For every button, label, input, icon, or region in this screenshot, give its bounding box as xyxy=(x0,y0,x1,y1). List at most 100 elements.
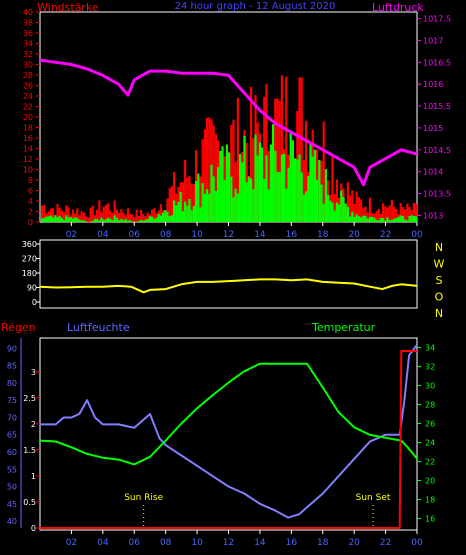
wind-mean-bar xyxy=(364,215,367,222)
wind-x-tick-label: 02 xyxy=(66,230,77,240)
wind-gust-bar xyxy=(393,206,396,222)
wind-gust-bar xyxy=(91,205,94,222)
wind-mean-bar xyxy=(329,200,332,222)
wind-gust-bar xyxy=(144,216,147,222)
wind-mean-bar xyxy=(283,153,286,222)
wind-gust-bar xyxy=(58,208,61,222)
wind-gust-bar xyxy=(357,197,360,222)
temperature-y-tick-label: 24 xyxy=(425,439,435,448)
wind-mean-bar xyxy=(129,220,132,222)
rain-y-ticks: 0 0.5 1 1.5 2 2.5 3 xyxy=(23,368,40,533)
climate-x-tick-label: 06 xyxy=(129,538,141,548)
wind-mean-bar xyxy=(243,136,246,222)
wind-mean-bar xyxy=(322,203,325,222)
wind-mean-bar xyxy=(201,183,204,222)
climate-x-tick-label: 16 xyxy=(286,538,298,548)
wind-mean-bar xyxy=(153,219,156,222)
humidity-axis-label: Luftfeuchte xyxy=(67,321,130,334)
wind-mean-bar xyxy=(76,218,79,222)
wind-mean-bar xyxy=(166,211,169,222)
wind-gust-bar xyxy=(360,199,363,222)
wind-gust-bar xyxy=(230,125,233,222)
wind-mean-bar xyxy=(203,193,206,222)
wind-mean-bar xyxy=(291,140,294,222)
wind-gust-bar xyxy=(265,84,268,222)
wind-gust-bar xyxy=(302,160,305,222)
wind-gust-bar xyxy=(285,76,288,222)
wind-y-tick-label: 18 xyxy=(23,124,33,133)
humidity-line xyxy=(40,344,418,519)
wind-y-tick-label: 4 xyxy=(28,197,33,206)
wind-gust-bar xyxy=(186,177,189,222)
wind-mean-bar xyxy=(69,217,72,222)
climate-x-tick-label: 18 xyxy=(317,538,329,548)
direction-y-tick-label: 360 xyxy=(22,240,37,249)
wind-gust-bar xyxy=(60,210,63,222)
direction-y-tick-label: 90 xyxy=(27,284,37,293)
wind-mean-bar xyxy=(285,188,288,222)
wind-gust-bar xyxy=(355,191,358,222)
direction-y-tick-label: 270 xyxy=(22,255,37,264)
wind-mean-bar xyxy=(404,219,407,222)
wind-mean-bar xyxy=(225,144,228,222)
wind-mean-bar xyxy=(47,216,50,222)
direction-plot-area xyxy=(39,278,418,294)
wind-mean-bar xyxy=(131,221,134,222)
wind-mean-bar xyxy=(104,219,107,222)
wind-mean-bar xyxy=(208,193,211,222)
wind-mean-bar xyxy=(313,149,316,222)
wind-y-tick-label: 24 xyxy=(23,92,33,101)
wind-y-tick-label: 34 xyxy=(23,40,33,49)
wind-mean-bar xyxy=(269,144,272,222)
wind-gust-bar xyxy=(80,211,83,222)
wind-mean-bar xyxy=(390,220,393,222)
wind-gust-bar xyxy=(408,206,411,222)
wind-mean-bar xyxy=(355,214,358,222)
wind-gust-bar xyxy=(109,210,112,222)
wind-y-tick-label: 20 xyxy=(23,113,33,122)
climate-x-tick-label: 10 xyxy=(191,538,203,548)
wind-gust-bar xyxy=(331,156,334,222)
wind-gust-bar xyxy=(89,207,92,222)
wind-x-ticks: 02 04 06 08 10 12 14 16 18 20 22 00 xyxy=(66,222,423,240)
temperature-y-tick-label: 18 xyxy=(425,496,435,505)
wind-mean-bar xyxy=(63,220,66,222)
wind-y-tick-label: 26 xyxy=(23,82,33,91)
wind-mean-bar xyxy=(188,199,191,222)
wind-x-tick-label: 16 xyxy=(286,230,298,240)
wind-mean-bar xyxy=(217,167,220,222)
wind-gust-bar xyxy=(212,125,215,222)
wind-gust-bar xyxy=(65,205,68,222)
wind-gust-bar xyxy=(153,208,156,222)
wind-mean-bar xyxy=(115,217,118,222)
wind-gust-bar xyxy=(201,139,204,222)
wind-gust-bar xyxy=(155,213,158,222)
wind-mean-bar xyxy=(82,220,85,222)
wind-gust-bar xyxy=(124,215,127,222)
wind-mean-bar xyxy=(71,218,74,222)
wind-plot-area xyxy=(39,58,418,223)
wind-mean-bar xyxy=(289,133,292,222)
wind-gust-bar xyxy=(129,213,132,222)
wind-mean-bar xyxy=(49,215,52,222)
rain-y-tick-label: 3 xyxy=(31,368,36,377)
climate-x-tick-label: 00 xyxy=(411,538,423,548)
pressure-y-tick-label: 1017.5 xyxy=(423,15,451,24)
wind-mean-bar xyxy=(177,201,180,222)
wind-gust-bar xyxy=(368,197,371,222)
wind-x-tick-label: 08 xyxy=(160,230,172,240)
humidity-y-tick-label: 85 xyxy=(7,362,17,371)
wind-mean-bar xyxy=(316,179,319,222)
wind-mean-bar xyxy=(122,220,125,222)
pressure-y-tick-label: 1013.5 xyxy=(423,190,451,199)
wind-axis-label: Windstärke xyxy=(37,1,99,14)
wind-gust-bar xyxy=(107,203,110,222)
wind-gust-bar xyxy=(267,151,270,222)
wind-mean-bar xyxy=(349,216,352,222)
wind-mean-bar xyxy=(206,189,209,222)
sun-annotation-label: Sun Rise xyxy=(124,493,163,503)
wind-mean-bar xyxy=(190,210,193,222)
wind-mean-bar xyxy=(100,217,103,222)
